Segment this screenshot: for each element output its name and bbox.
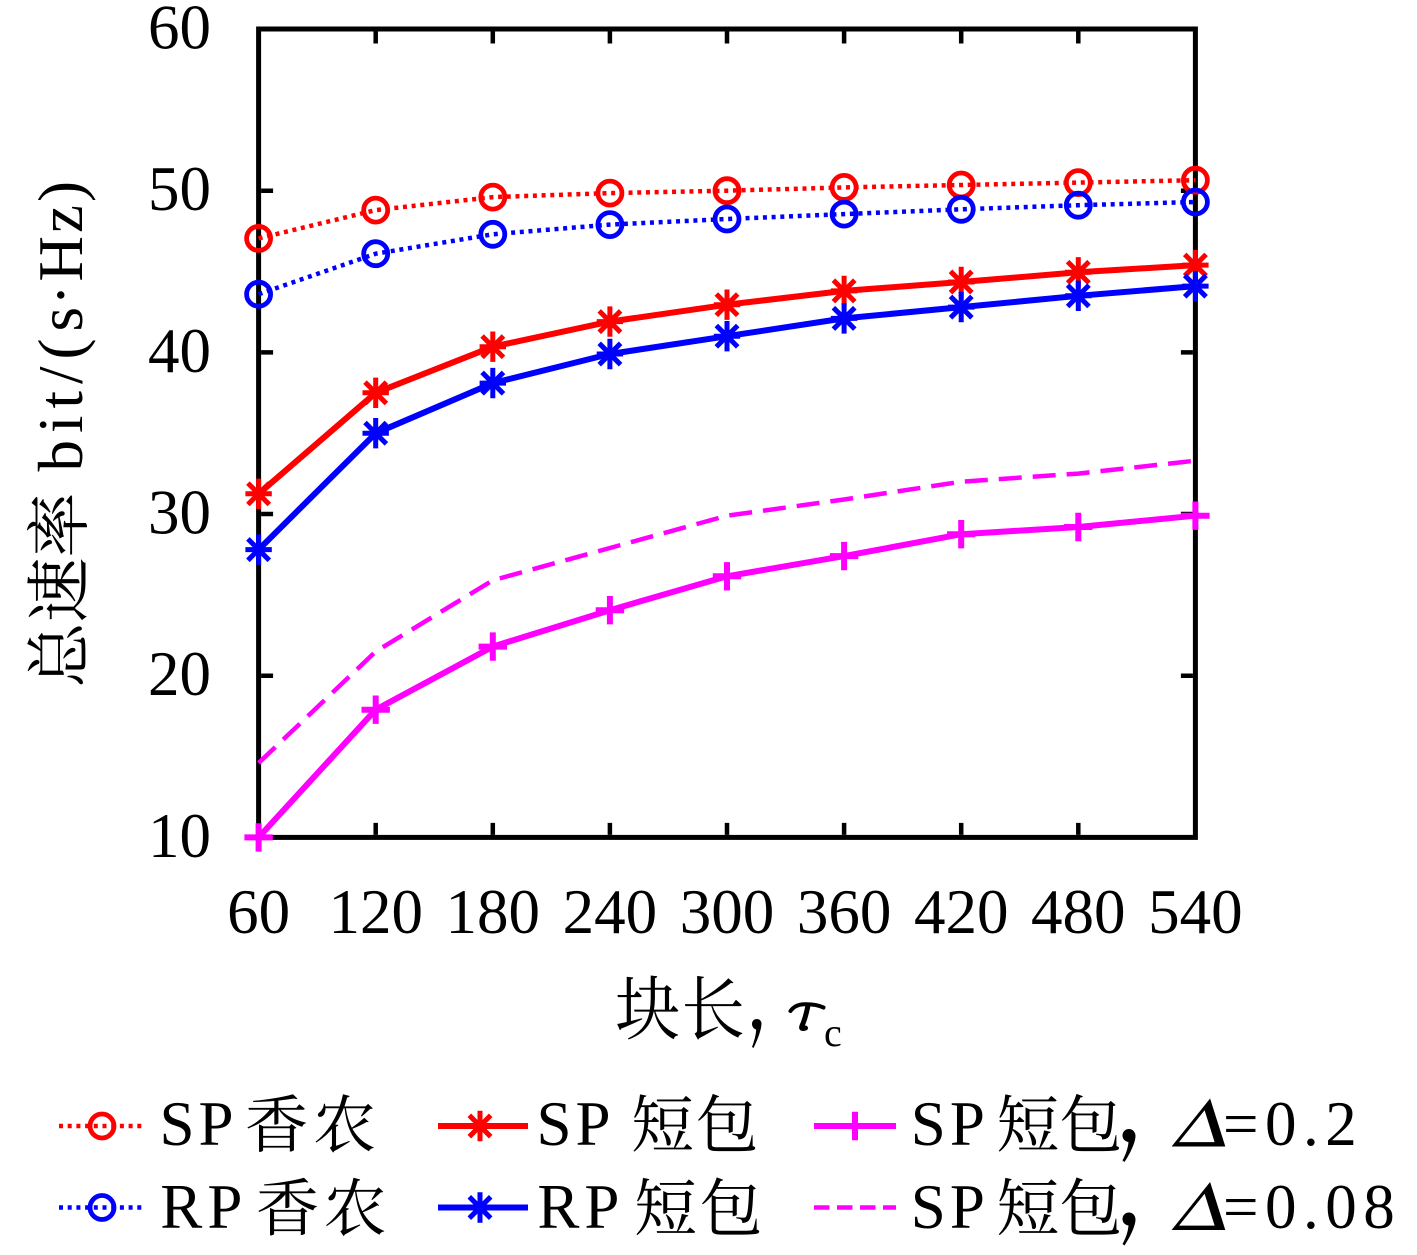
svg-text:SP: SP: [537, 1089, 615, 1159]
svg-text:40: 40: [148, 316, 211, 386]
svg-text:50: 50: [148, 154, 211, 224]
svg-text:120: 120: [328, 877, 423, 947]
svg-text:=0.08: =0.08: [1223, 1172, 1401, 1242]
svg-text:540: 540: [1148, 877, 1243, 947]
svg-text:SP: SP: [160, 1089, 238, 1159]
svg-text:c: c: [824, 1010, 842, 1055]
svg-text:10: 10: [148, 801, 211, 871]
svg-text:60: 60: [227, 877, 290, 947]
svg-text:RP: RP: [160, 1172, 247, 1242]
svg-text:420: 420: [914, 877, 1009, 947]
svg-text:480: 480: [1031, 877, 1126, 947]
svg-text:·Hz): ·Hz): [26, 178, 96, 305]
svg-text:SP: SP: [911, 1089, 989, 1159]
svg-text:=0.2: =0.2: [1223, 1089, 1363, 1159]
svg-text:360: 360: [797, 877, 892, 947]
svg-text:RP: RP: [537, 1172, 624, 1242]
svg-text:60: 60: [148, 0, 211, 63]
svg-text:SP: SP: [911, 1172, 989, 1242]
svg-text:30: 30: [148, 478, 211, 548]
svg-text:20: 20: [148, 639, 211, 709]
svg-text:300: 300: [680, 877, 775, 947]
svg-text:240: 240: [563, 877, 658, 947]
svg-text:bit/(s: bit/(s: [26, 300, 96, 472]
svg-text:180: 180: [446, 877, 541, 947]
